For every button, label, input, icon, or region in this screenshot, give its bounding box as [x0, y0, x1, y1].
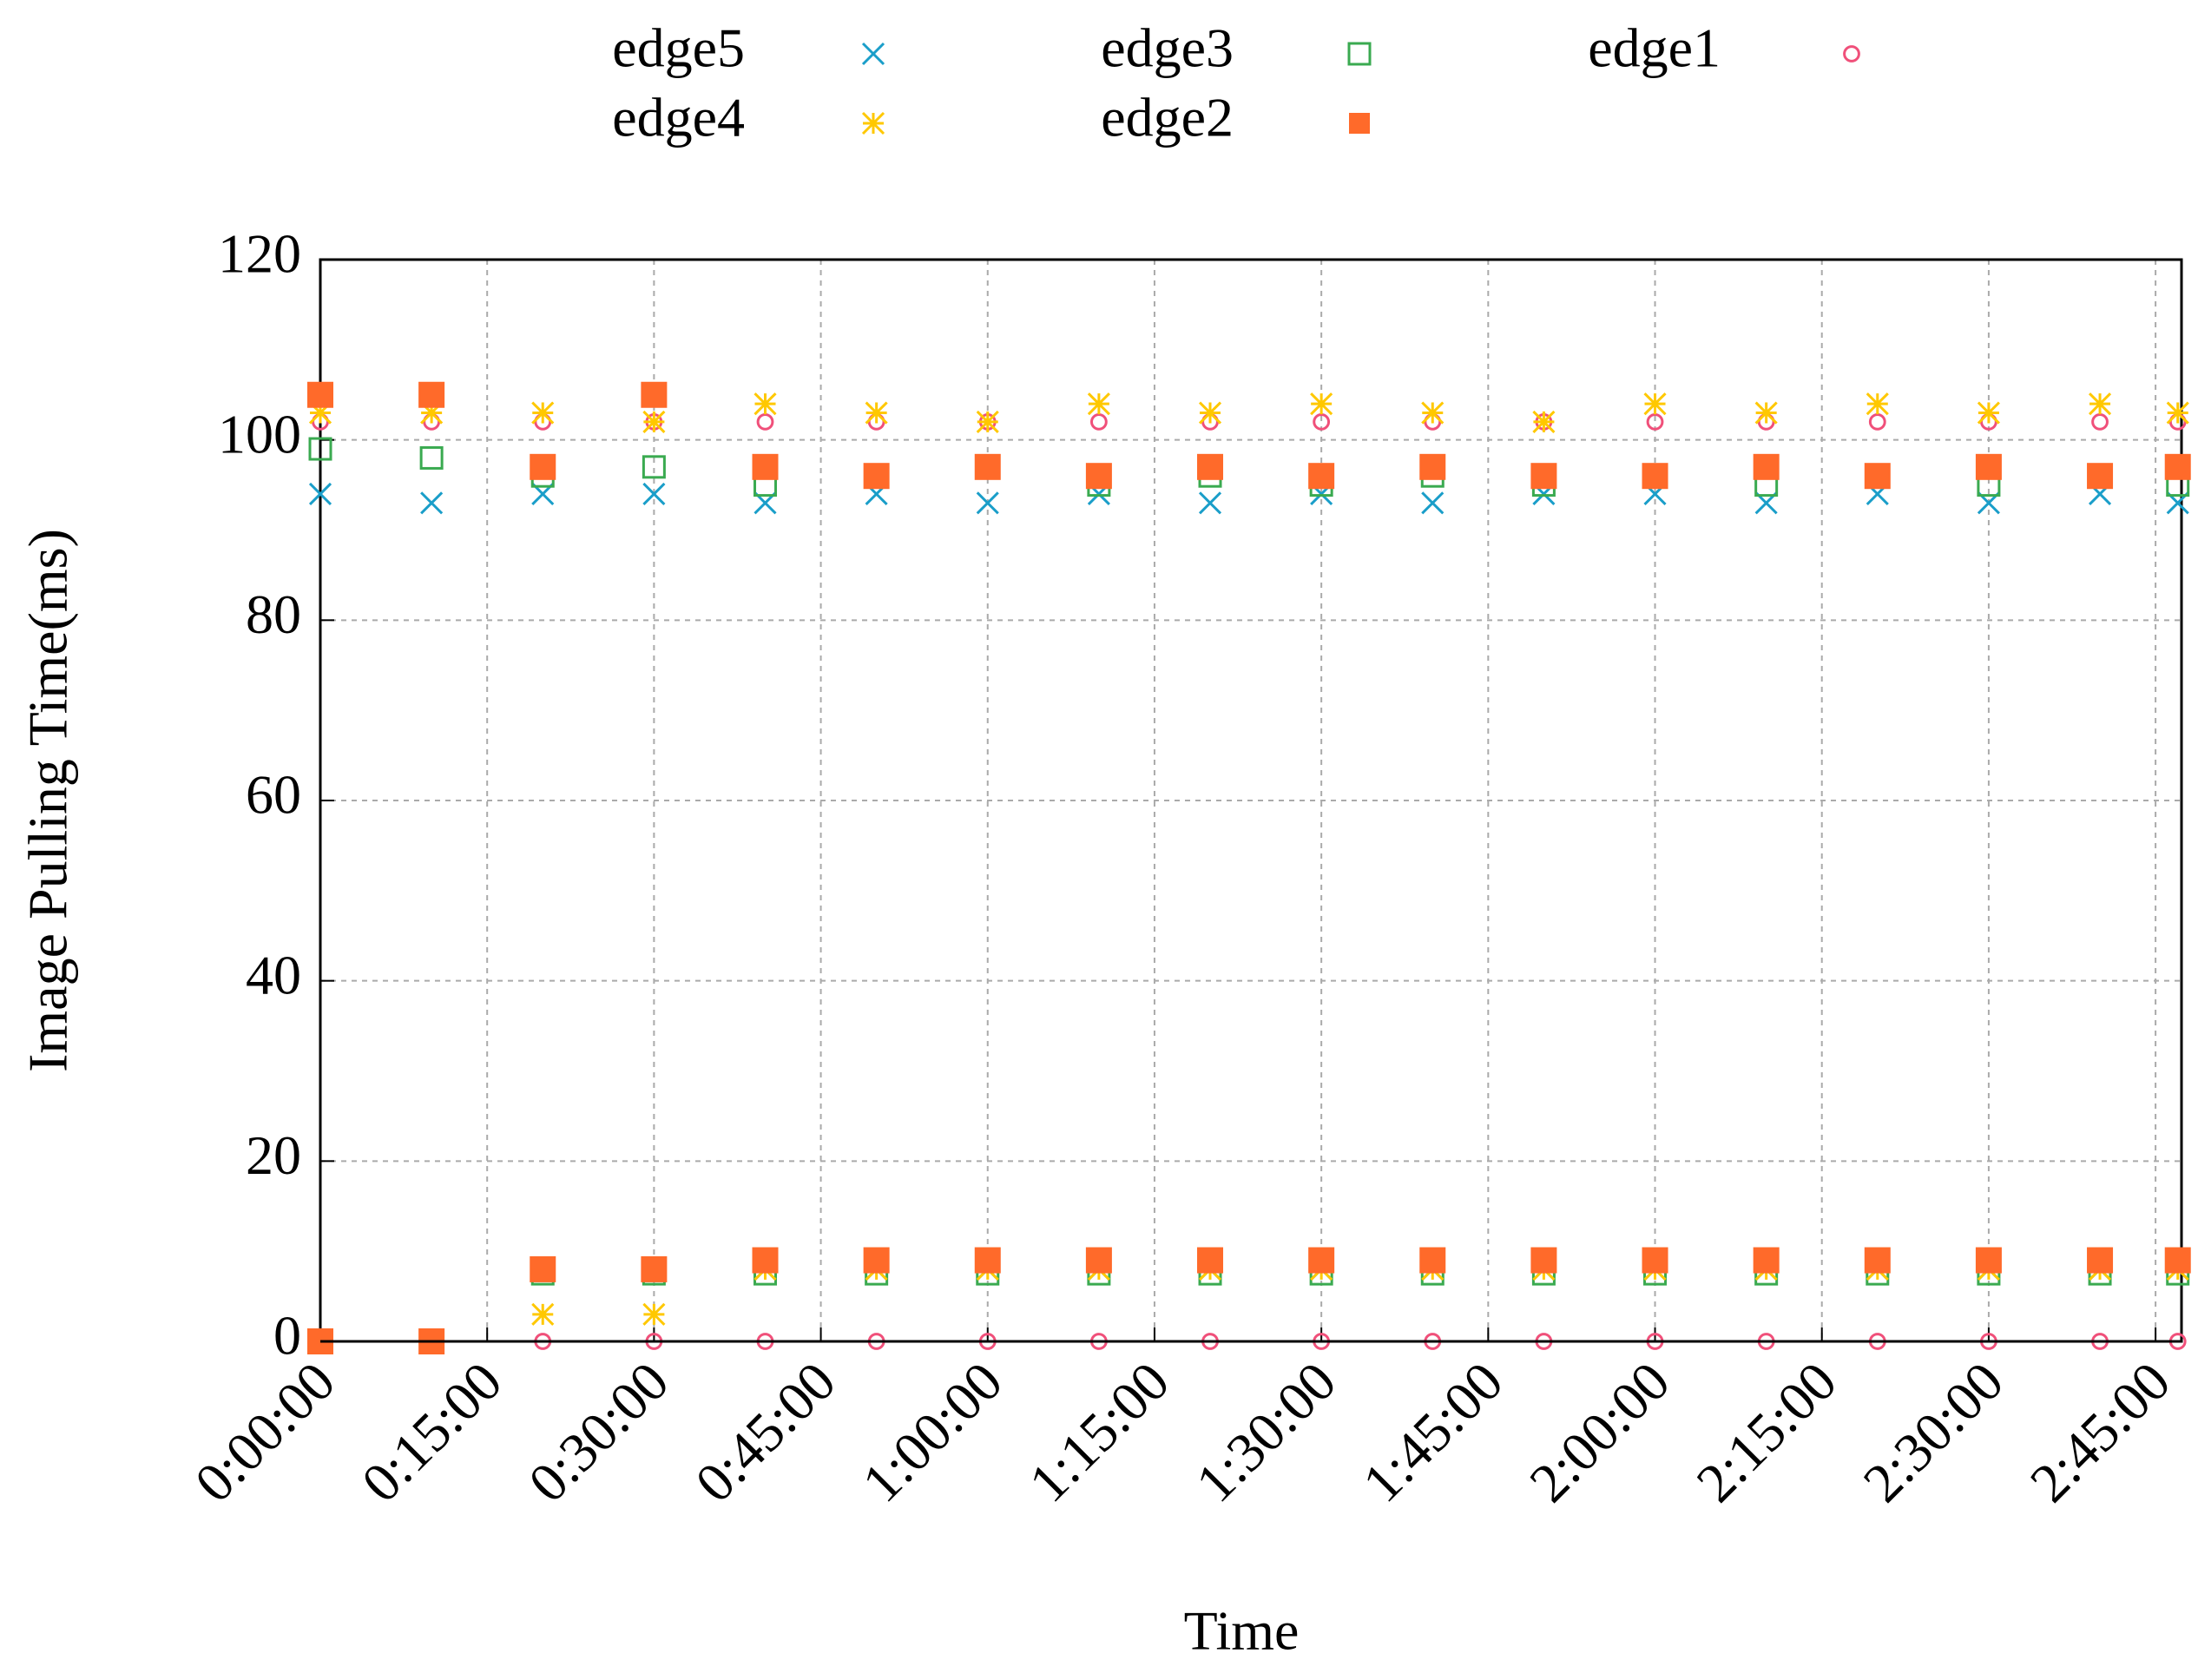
data-point — [1754, 401, 1778, 425]
data-point — [308, 437, 332, 461]
data-point — [531, 1302, 555, 1326]
data-point — [1975, 453, 2002, 480]
data-point — [1643, 392, 1667, 416]
data-point — [1977, 401, 2000, 425]
y-tick-label: 20 — [246, 1124, 301, 1186]
data-point — [1313, 413, 1331, 431]
legend-label: edge1 — [1588, 17, 1721, 79]
data-point — [1198, 491, 1222, 515]
y-tick-label: 80 — [246, 583, 301, 645]
data-point — [642, 410, 666, 433]
data-point — [1753, 453, 1780, 480]
y-tick-label: 100 — [218, 403, 301, 464]
data-point — [420, 401, 444, 425]
data-point — [2166, 401, 2189, 425]
legend-marker — [1347, 42, 1372, 66]
data-point — [530, 1255, 556, 1282]
data-point — [418, 381, 445, 408]
data-point — [865, 401, 888, 425]
data-point — [642, 455, 666, 479]
legend-marker — [1843, 45, 1860, 63]
legend-marker — [861, 111, 885, 135]
data-point — [1419, 453, 1446, 480]
data-point — [1753, 1247, 1780, 1274]
data-point — [1198, 401, 1222, 425]
data-point — [1308, 1247, 1335, 1274]
data-point — [530, 453, 556, 480]
data-point — [641, 381, 668, 408]
legend-marker — [1349, 113, 1370, 134]
data-point — [1642, 463, 1668, 490]
data-point — [531, 401, 555, 425]
data-point — [1642, 1247, 1668, 1274]
y-axis-label: Image Pulling Time(ms) — [17, 529, 79, 1072]
data-point — [754, 392, 777, 416]
data-point — [1530, 1247, 1557, 1274]
data-point — [1532, 410, 1556, 433]
data-point — [863, 463, 890, 490]
data-point — [1087, 392, 1110, 416]
data-point — [1308, 463, 1335, 490]
data-point — [1864, 1247, 1891, 1274]
data-point — [1864, 463, 1891, 490]
legend-marker — [861, 42, 885, 66]
data-point — [1975, 1247, 2002, 1274]
data-point — [2087, 1247, 2114, 1274]
y-tick-label: 60 — [246, 764, 301, 826]
data-point — [1310, 392, 1333, 416]
data-point — [1646, 413, 1664, 431]
data-point — [2164, 453, 2191, 480]
data-point — [1866, 392, 1889, 416]
data-point — [976, 410, 999, 433]
legend-label: edge3 — [1101, 17, 1234, 79]
legend-label: edge2 — [1101, 87, 1234, 148]
data-point — [2091, 413, 2109, 431]
data-point — [752, 453, 779, 480]
x-axis-label: Time — [1184, 1600, 1300, 1662]
legend-label: edge5 — [612, 17, 745, 79]
data-point — [419, 445, 444, 470]
data-point — [2087, 463, 2114, 490]
data-point — [308, 482, 332, 506]
data-point — [974, 1247, 1001, 1274]
legend-label: edge4 — [612, 87, 745, 148]
data-point — [756, 413, 774, 431]
data-point — [752, 1247, 779, 1274]
data-point — [1085, 1247, 1112, 1274]
data-point — [1197, 1247, 1224, 1274]
data-point — [1530, 463, 1557, 490]
y-tick-label: 120 — [218, 223, 301, 285]
y-tick-label: 0 — [273, 1305, 301, 1367]
data-point — [1421, 401, 1444, 425]
data-point — [307, 381, 333, 408]
data-point — [1868, 413, 1886, 431]
data-point — [1421, 491, 1444, 515]
data-point — [1197, 453, 1224, 480]
data-point — [974, 453, 1001, 480]
data-point — [1089, 413, 1108, 431]
data-point — [1419, 1247, 1446, 1274]
data-point — [420, 491, 444, 515]
data-point — [641, 1255, 668, 1282]
y-tick-label: 40 — [246, 944, 301, 1005]
data-point — [2088, 392, 2112, 416]
data-point — [976, 491, 999, 515]
data-point — [863, 1247, 890, 1274]
data-point — [2164, 1247, 2191, 1274]
data-point — [308, 401, 332, 425]
data-point — [642, 482, 666, 506]
data-point — [1085, 463, 1112, 490]
data-point — [642, 1302, 666, 1326]
